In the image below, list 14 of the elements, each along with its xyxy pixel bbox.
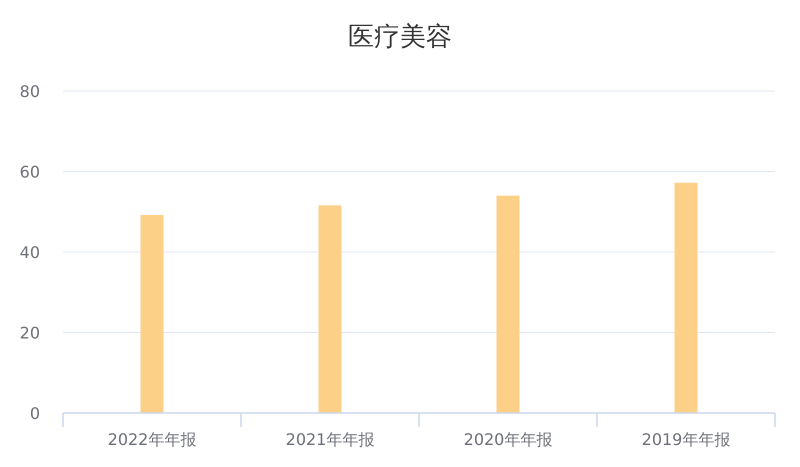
- chart-title: 医疗美容: [348, 22, 452, 52]
- y-tick-label: 40: [20, 243, 40, 262]
- y-tick-label: 0: [30, 404, 40, 423]
- bar: [674, 182, 698, 413]
- bar: [496, 196, 520, 413]
- x-tick-label: 2019年年报: [642, 430, 730, 449]
- y-tick-label: 20: [20, 324, 40, 342]
- bar: [318, 205, 342, 413]
- x-tick-label: 2022年年报: [108, 430, 196, 449]
- x-tick-label: 2020年年报: [464, 430, 552, 449]
- y-tick-label: 60: [20, 162, 40, 182]
- x-tick-label: 2021年年报: [286, 430, 374, 449]
- y-tick-label: 80: [20, 82, 40, 101]
- bar: [140, 214, 164, 413]
